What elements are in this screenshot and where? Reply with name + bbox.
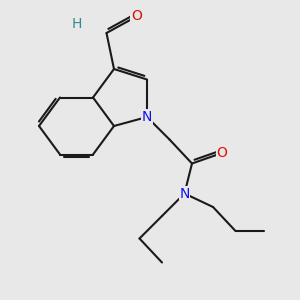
Text: O: O: [131, 10, 142, 23]
Text: N: N: [142, 110, 152, 124]
Text: H: H: [71, 17, 82, 31]
Text: N: N: [179, 187, 190, 200]
Text: O: O: [217, 146, 227, 160]
